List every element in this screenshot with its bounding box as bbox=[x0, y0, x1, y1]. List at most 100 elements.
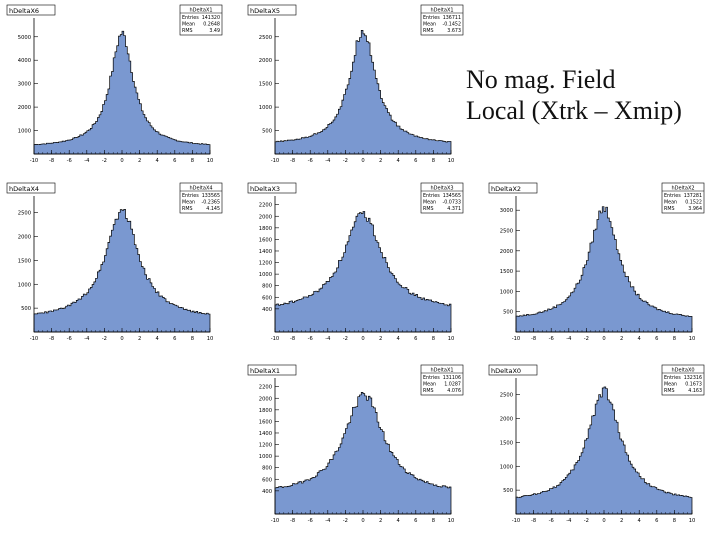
stats-value: 133565 bbox=[202, 193, 220, 199]
x-tick-label: -4 bbox=[325, 518, 331, 524]
x-tick-label: 10 bbox=[207, 336, 214, 342]
stats-label: Mean bbox=[182, 200, 195, 206]
stats-value: 0.2648 bbox=[203, 22, 220, 28]
y-tick-label: 1600 bbox=[259, 419, 272, 425]
y-tick-label: 500 bbox=[21, 306, 31, 312]
y-tick-label: 2000 bbox=[259, 58, 272, 64]
histogram-panel-hDeltaX1: hDeltaX1 hDeltaX1 Entries 131106 Mean 1.0287 R… bbox=[245, 364, 465, 524]
y-tick-label: 1400 bbox=[259, 431, 272, 437]
stats-label: Mean bbox=[664, 382, 677, 388]
histogram-panel-hDeltaX4: hDeltaX4 hDeltaX4 Entries 133565 Mean -0.2365… bbox=[4, 182, 224, 342]
stats-label: Mean bbox=[423, 200, 436, 206]
stats-value: 0.1673 bbox=[685, 382, 702, 388]
x-tick-label: -6 bbox=[549, 518, 554, 524]
stats-label: Entries bbox=[182, 193, 199, 199]
x-tick-label: -8 bbox=[531, 336, 536, 342]
y-tick-label: 1200 bbox=[259, 261, 272, 267]
x-tick-label: -2 bbox=[343, 518, 348, 524]
x-tick-label: -10 bbox=[30, 158, 38, 164]
x-tick-label: 2 bbox=[138, 158, 141, 164]
y-tick-label: 2200 bbox=[259, 385, 272, 391]
histogram-panel-hDeltaX6: hDeltaX6 hDeltaX1 Entries 141320 Mean 0.2648 R… bbox=[4, 4, 224, 164]
histogram-title-text: hDeltaX4 bbox=[9, 185, 39, 193]
stats-label: Mean bbox=[182, 22, 195, 28]
y-tick-label: 2000 bbox=[18, 235, 31, 241]
x-tick-label: 4 bbox=[156, 158, 160, 164]
x-tick-label: -6 bbox=[549, 336, 554, 342]
histogram-title-text: hDeltaX1 bbox=[250, 367, 280, 375]
x-tick-label: 2 bbox=[379, 158, 382, 164]
x-tick-label: 6 bbox=[414, 336, 417, 342]
y-tick-label: 2500 bbox=[500, 393, 513, 399]
stats-label: RMS bbox=[182, 28, 193, 34]
stats-label: Entries bbox=[664, 375, 681, 381]
x-tick-label: 0 bbox=[602, 518, 605, 524]
x-tick-label: 6 bbox=[173, 158, 176, 164]
x-tick-label: -4 bbox=[325, 336, 331, 342]
x-tick-label: 0 bbox=[361, 158, 364, 164]
caption-line-1: No mag. Field bbox=[466, 65, 616, 94]
x-tick-label: 0 bbox=[120, 158, 123, 164]
histogram-title: hDeltaX4 bbox=[6, 182, 56, 194]
stats-value: 131106 bbox=[443, 375, 461, 381]
x-tick-label: -10 bbox=[271, 158, 279, 164]
y-tick-label: 800 bbox=[262, 466, 272, 472]
histogram-bars bbox=[274, 392, 452, 515]
y-tick-label: 2500 bbox=[259, 35, 272, 41]
histogram-panel-hDeltaX2: hDeltaX2 hDeltaX2 Entries 137281 Mean 0.1522 R… bbox=[486, 182, 706, 342]
stats-label: RMS bbox=[423, 206, 434, 212]
x-tick-label: 4 bbox=[397, 336, 401, 342]
x-tick-label: -6 bbox=[67, 336, 72, 342]
stats-value: 4.076 bbox=[447, 388, 461, 394]
histogram-bars bbox=[274, 211, 452, 333]
x-tick-label: 6 bbox=[414, 518, 417, 524]
x-tick-label: 6 bbox=[655, 336, 658, 342]
x-tick-label: -6 bbox=[67, 158, 72, 164]
y-tick-label: 600 bbox=[262, 477, 272, 483]
x-tick-label: 8 bbox=[432, 158, 435, 164]
x-tick-label: 0 bbox=[602, 336, 605, 342]
x-tick-label: -4 bbox=[84, 158, 90, 164]
y-tick-label: 5000 bbox=[18, 35, 31, 41]
stats-label: Entries bbox=[423, 193, 440, 199]
x-tick-label: 0 bbox=[361, 336, 364, 342]
stats-label: RMS bbox=[423, 28, 434, 34]
x-tick-label: 2 bbox=[620, 336, 623, 342]
x-tick-label: -8 bbox=[531, 518, 536, 524]
stats-label: Mean bbox=[423, 22, 436, 28]
stats-value: 0.1522 bbox=[685, 200, 702, 206]
histogram-title-text: hDeltaX3 bbox=[250, 185, 280, 193]
x-tick-label: 8 bbox=[191, 158, 194, 164]
y-tick-label: 2500 bbox=[18, 211, 31, 217]
x-tick-label: -10 bbox=[512, 336, 520, 342]
x-tick-label: -4 bbox=[84, 336, 90, 342]
histogram-title: hDeltaX0 bbox=[488, 364, 538, 376]
stats-value: 137281 bbox=[684, 193, 702, 199]
x-tick-label: 0 bbox=[361, 518, 364, 524]
x-tick-label: -10 bbox=[30, 336, 38, 342]
y-tick-label: 1000 bbox=[259, 272, 272, 278]
histogram-bars bbox=[515, 206, 693, 333]
x-tick-label: 2 bbox=[379, 336, 382, 342]
y-tick-label: 500 bbox=[503, 310, 513, 316]
x-tick-label: -10 bbox=[512, 518, 520, 524]
histogram-panel-hDeltaX3: hDeltaX3 hDeltaX3 Entries 134565 Mean -0.0733… bbox=[245, 182, 465, 342]
stats-label: Entries bbox=[423, 375, 440, 381]
histogram-bars bbox=[274, 30, 452, 155]
y-tick-label: 1000 bbox=[500, 464, 513, 470]
y-tick-label: 1500 bbox=[18, 258, 31, 264]
x-tick-label: 2 bbox=[138, 336, 141, 342]
x-tick-label: 8 bbox=[191, 336, 194, 342]
y-tick-label: 1500 bbox=[259, 82, 272, 88]
histogram-title: hDeltaX2 bbox=[488, 182, 538, 194]
x-tick-label: -4 bbox=[566, 518, 572, 524]
x-tick-label: -8 bbox=[290, 518, 295, 524]
stats-value: -0.0733 bbox=[442, 200, 461, 206]
y-tick-label: 600 bbox=[262, 295, 272, 301]
y-tick-label: 1000 bbox=[259, 454, 272, 460]
